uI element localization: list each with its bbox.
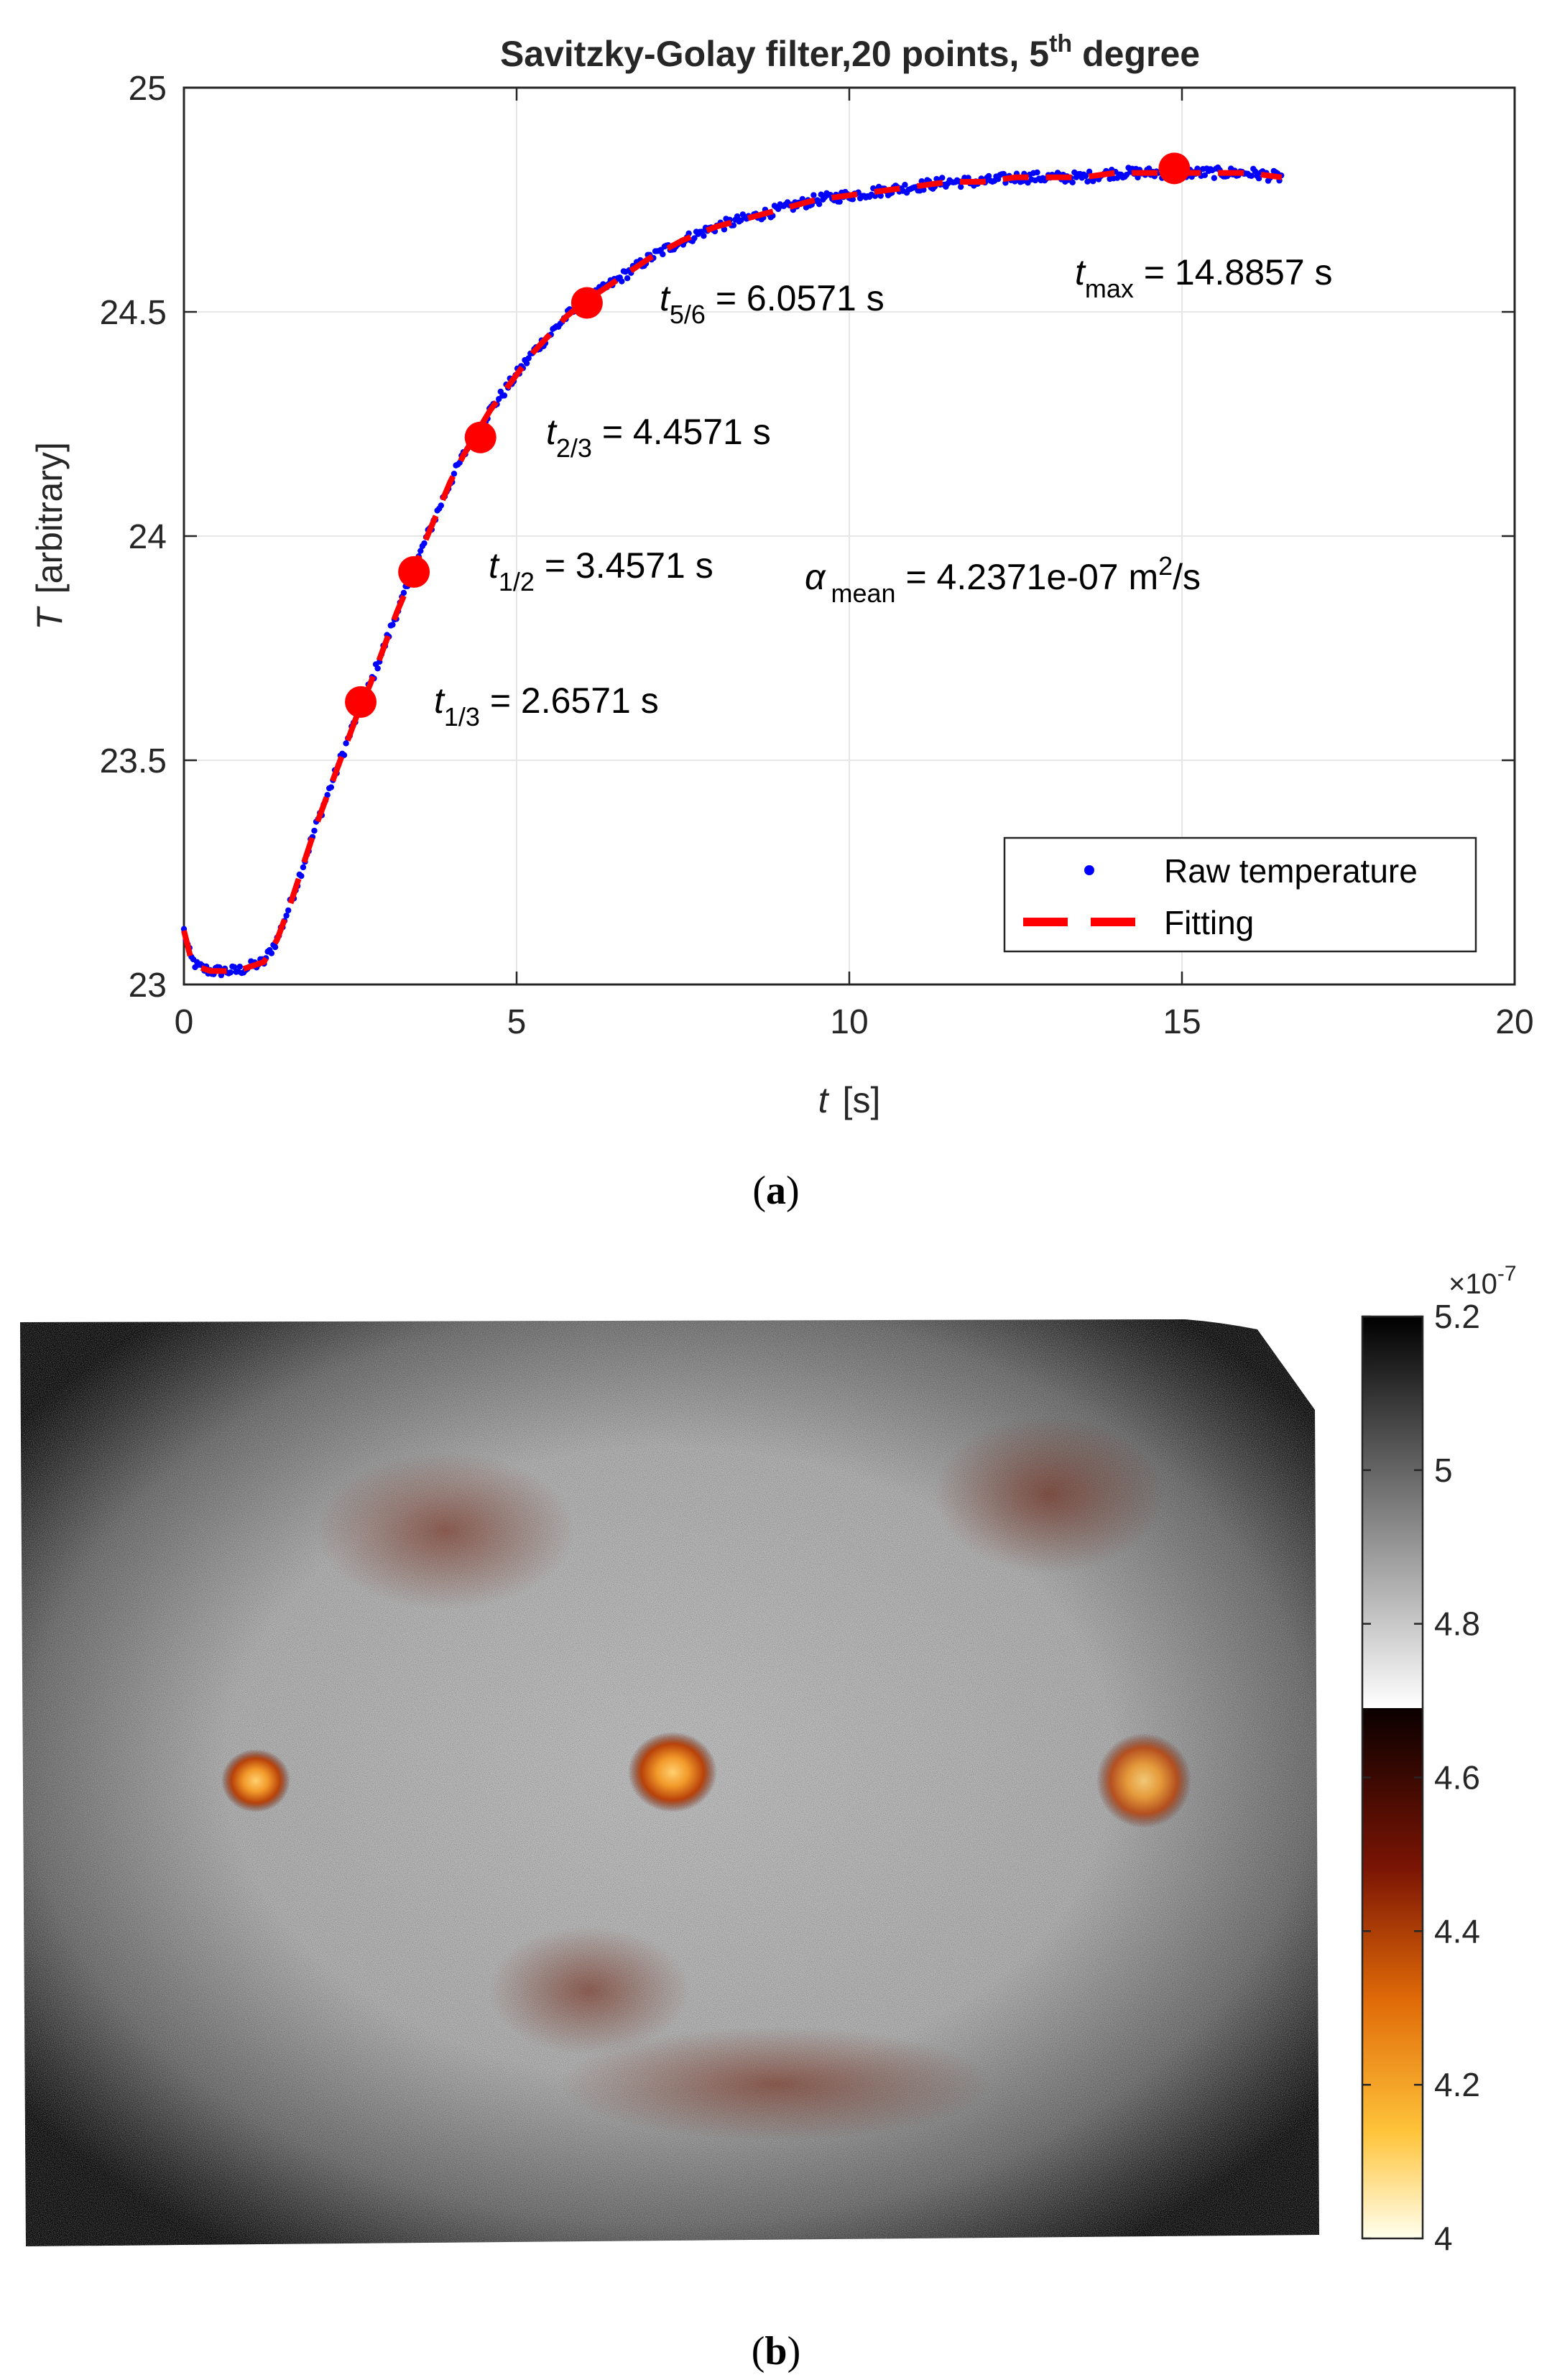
colorbar-tick-label: 4.4 [1434,1912,1480,1950]
colorbar-tick-label: 5 [1434,1452,1453,1489]
legend-fit-label: Fitting [1164,904,1254,941]
heatmap-image [20,1319,1319,2246]
legend-raw-label: Raw temperature [1164,852,1418,890]
colorbar-tick-label: 4 [1434,2220,1453,2257]
raw-temperature-point [701,233,706,239]
raw-temperature-point [619,278,624,284]
y-axis-label: T[arbitrary] [29,442,70,630]
heatmap-panel: 5.2 5 4.8 4.6 4.4 4.2 4 ×10-7 (b) [0,1222,1552,2380]
raw-temperature-point [328,784,334,790]
characteristic-time-marker [1158,152,1190,184]
characteristic-time-marker [398,556,430,588]
x-tick-label: 0 [175,1003,194,1041]
legend-raw-marker [1084,865,1094,875]
raw-temperature-point [660,252,665,257]
chart-title: Savitzky-Golay filter,20 points, 5th deg… [500,30,1200,74]
y-tick-label: 25 [129,70,167,108]
raw-temperature-point [298,873,304,879]
x-tick-label: 20 [1495,1003,1533,1041]
colorbar-tick-label: 4.2 [1434,2066,1480,2103]
raw-temperature-point [269,950,274,956]
raw-temperature-point [389,622,395,627]
legend: Raw temperature Fitting [1004,838,1476,951]
panel-label-a: (a) [752,1168,799,1213]
raw-temperature-point [300,864,306,870]
y-tick-label: 23 [129,967,167,1005]
raw-temperature-point [237,964,243,969]
colorbar-hot-segment [1362,1708,1423,2238]
x-tick-label: 15 [1163,1003,1201,1041]
raw-temperature-point [283,913,289,918]
raw-temperature-point [958,184,964,190]
raw-temperature-point [311,828,317,834]
raw-temperature-point [374,665,380,671]
characteristic-time-marker [345,686,377,718]
characteristic-time-marker [465,422,496,453]
y-tick-label: 24 [129,518,167,556]
raw-temperature-point [401,590,407,596]
hotspot-right [1096,1733,1191,1828]
colorbar: 5.2 5 4.8 4.6 4.4 4.2 4 ×10-7 [1362,1262,1517,2257]
panel-label-b: (b) [752,2329,800,2374]
raw-temperature-point [1070,180,1076,185]
x-tick-label: 10 [830,1003,868,1041]
x-tick-label: 5 [507,1003,527,1041]
raw-temperature-point [285,908,291,913]
rust-cloud-top-left [316,1452,575,1610]
raw-temperature-point [502,392,507,398]
y-tick-label: 23.5 [100,742,167,780]
raw-temperature-point [438,502,444,508]
y-tick-label: 24.5 [100,294,167,332]
rust-cloud-top-right [934,1416,1164,1574]
raw-temperature-point [902,182,907,188]
hotspot-center [628,1732,717,1812]
colorbar-tick-label: 5.2 [1434,1298,1480,1335]
raw-temperature-point [1211,175,1217,181]
colorbar-exponent: ×10-7 [1449,1262,1517,1300]
raw-temperature-point [272,944,278,950]
hotspot-left [221,1749,290,1812]
colorbar-tick-label: 4.6 [1434,1759,1480,1796]
x-axis-label: t [s] [818,1080,881,1120]
raw-temperature-point [421,540,427,546]
raw-temperature-point [228,969,234,975]
raw-temperature-point [810,192,816,198]
chart-a: Savitzky-Golay filter,20 points, 5th deg… [0,0,1552,1222]
rust-cloud-bottom-left [489,1926,690,2055]
raw-temperature-point [1034,170,1040,175]
characteristic-time-marker [571,287,603,319]
colorbar-tick-label: 4.8 [1434,1605,1480,1643]
raw-temperature-point [624,275,630,281]
colorbar-gray-segment [1362,1316,1423,1708]
